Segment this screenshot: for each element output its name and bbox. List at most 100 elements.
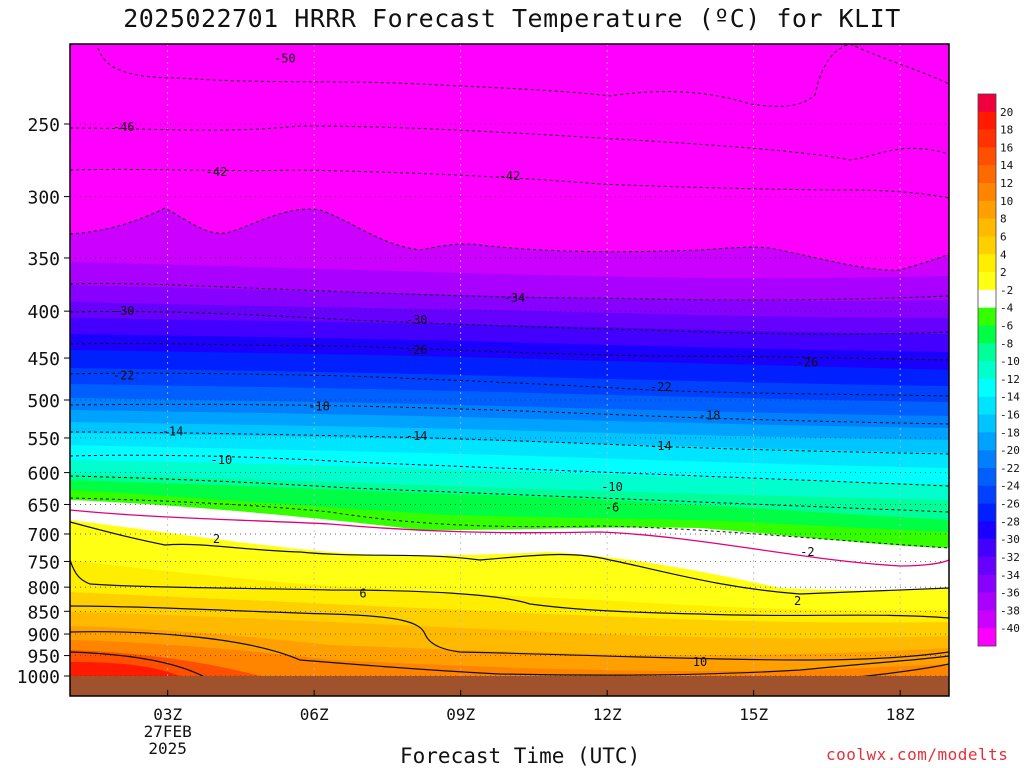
colorbar-label: 2: [1000, 266, 1007, 279]
temperature-band: [70, 662, 180, 676]
colorbar: 20 18 16 14 12 10 8 6 4 2 -2 -4 -6 -8 -10 -12 -14 -16 -18 -…: [977, 93, 1020, 647]
isotherm-label: -50: [274, 51, 296, 65]
colorbar-swatch: [978, 485, 996, 504]
isotherm-label: -22: [650, 380, 672, 394]
isotherm-line: [70, 631, 949, 676]
y-tick-label: 400: [27, 302, 60, 323]
colorbar-label: -40: [1000, 622, 1020, 635]
colorbar-swatch: [978, 183, 996, 202]
x-tick-label: 18Z: [886, 705, 915, 724]
freezing-line: [70, 509, 949, 567]
isotherm-labels: -50-46-42 -42-34-30-30-26-26-22-22-18-18-…: [113, 51, 818, 669]
grid-lines: [70, 44, 949, 696]
y-tick-label: 450: [27, 349, 60, 370]
colorbar-swatch: [978, 325, 996, 344]
colorbar-label: 10: [1000, 195, 1013, 208]
colorbar-label: -30: [1000, 533, 1020, 546]
y-axis: 2503003504004505005506006507007508008509…: [17, 115, 70, 688]
colorbar-swatch: [978, 289, 996, 308]
colorbar-swatch: [978, 307, 996, 326]
isotherm-label: -42: [206, 165, 228, 179]
y-tick-label: 800: [27, 578, 60, 599]
temperature-bands: [70, 44, 949, 696]
colorbar-label: -22: [1000, 462, 1020, 475]
colorbar-label: -16: [1000, 409, 1020, 422]
colorbar-label: -28: [1000, 515, 1020, 528]
colorbar-swatch: [978, 503, 996, 522]
colorbar-swatch: [978, 414, 996, 433]
isotherm-label: -34: [504, 291, 526, 305]
y-tick-label: 750: [27, 552, 60, 573]
colorbar-swatch: [978, 129, 996, 148]
colorbar-frame: [977, 93, 997, 647]
colorbar-swatch: [978, 432, 996, 451]
colorbar-label: 16: [1000, 141, 1013, 154]
y-tick-label: 250: [27, 115, 60, 136]
isotherm-label: -26: [797, 355, 819, 369]
colorbar-swatch: [978, 628, 996, 647]
x-tick-label: 15Z: [739, 705, 768, 724]
y-tick-label: 600: [27, 464, 60, 485]
isotherm-label: -14: [162, 424, 184, 438]
isotherm-line: [70, 403, 949, 425]
colorbar-swatch: [978, 111, 996, 130]
credit-link[interactable]: coolwx.com/modelts: [826, 745, 1009, 764]
isotherm-label: -26: [406, 343, 428, 357]
ground-layer: [70, 676, 949, 696]
isotherm-label: -14: [406, 429, 428, 443]
isotherm-label: 10: [693, 655, 707, 669]
x-tick-sublabel: 27FEB: [144, 722, 192, 741]
colorbar-label: -6: [1000, 319, 1013, 332]
plot-frame: [69, 43, 950, 697]
isotherm-line: [70, 342, 949, 361]
colorbar-swatch: [978, 165, 996, 184]
isotherm-label: -18: [308, 399, 330, 413]
y-tick-label: 850: [27, 602, 60, 623]
colorbar-label: 14: [1000, 159, 1014, 172]
isotherm-line: [70, 475, 949, 513]
isotherm-line: [70, 168, 949, 199]
colorbar-label: 6: [1000, 230, 1007, 243]
x-tick-label: 06Z: [300, 705, 329, 724]
colorbar-swatch: [978, 610, 996, 629]
colorbar-label: 18: [1000, 124, 1013, 137]
isotherm-line: [70, 651, 211, 681]
colorbar-label: -2: [1000, 284, 1013, 297]
isotherm-label: -14: [650, 439, 672, 453]
isotherm-line: [70, 310, 949, 335]
colorbar-swatch: [978, 556, 996, 576]
colorbar-label: -34: [1000, 569, 1020, 582]
isotherm-label: -10: [601, 480, 623, 494]
colorbar-label: 4: [1000, 248, 1007, 261]
x-tick-label: 03Z: [153, 705, 182, 724]
isotherm-line: [70, 282, 949, 301]
isotherm-label: 2: [794, 594, 801, 608]
isotherm-label: 2: [213, 532, 220, 546]
isotherm-line: [97, 44, 949, 107]
colorbar-swatch: [978, 574, 996, 593]
colorbar-swatch: [978, 521, 996, 540]
isotherm-label: -30: [406, 313, 428, 327]
isotherm-line: [70, 559, 949, 619]
isotherm-label: -18: [699, 409, 721, 423]
x-tick-label: 09Z: [446, 705, 475, 724]
colorbar-label: -4: [1000, 302, 1014, 315]
isotherm-lines: [70, 44, 949, 683]
y-tick-label: 1000: [17, 667, 60, 688]
colorbar-swatch: [978, 254, 996, 273]
y-tick-label: 500: [27, 391, 60, 412]
isotherm-line: [70, 521, 949, 595]
x-tick-sublabel: 2025: [148, 739, 187, 758]
colorbar-label: -20: [1000, 444, 1020, 457]
colorbar-swatch: [978, 200, 996, 219]
colorbar-label: -36: [1000, 587, 1020, 600]
colorbar-label: 20: [1000, 106, 1013, 119]
colorbar-label: -14: [1000, 391, 1020, 404]
colorbar-label: -24: [1000, 480, 1020, 493]
colorbar-swatch: [978, 94, 996, 113]
isotherm-line: [70, 454, 949, 487]
colorbar-label: -32: [1000, 551, 1020, 564]
y-tick-label: 650: [27, 495, 60, 516]
y-tick-label: 700: [27, 525, 60, 546]
